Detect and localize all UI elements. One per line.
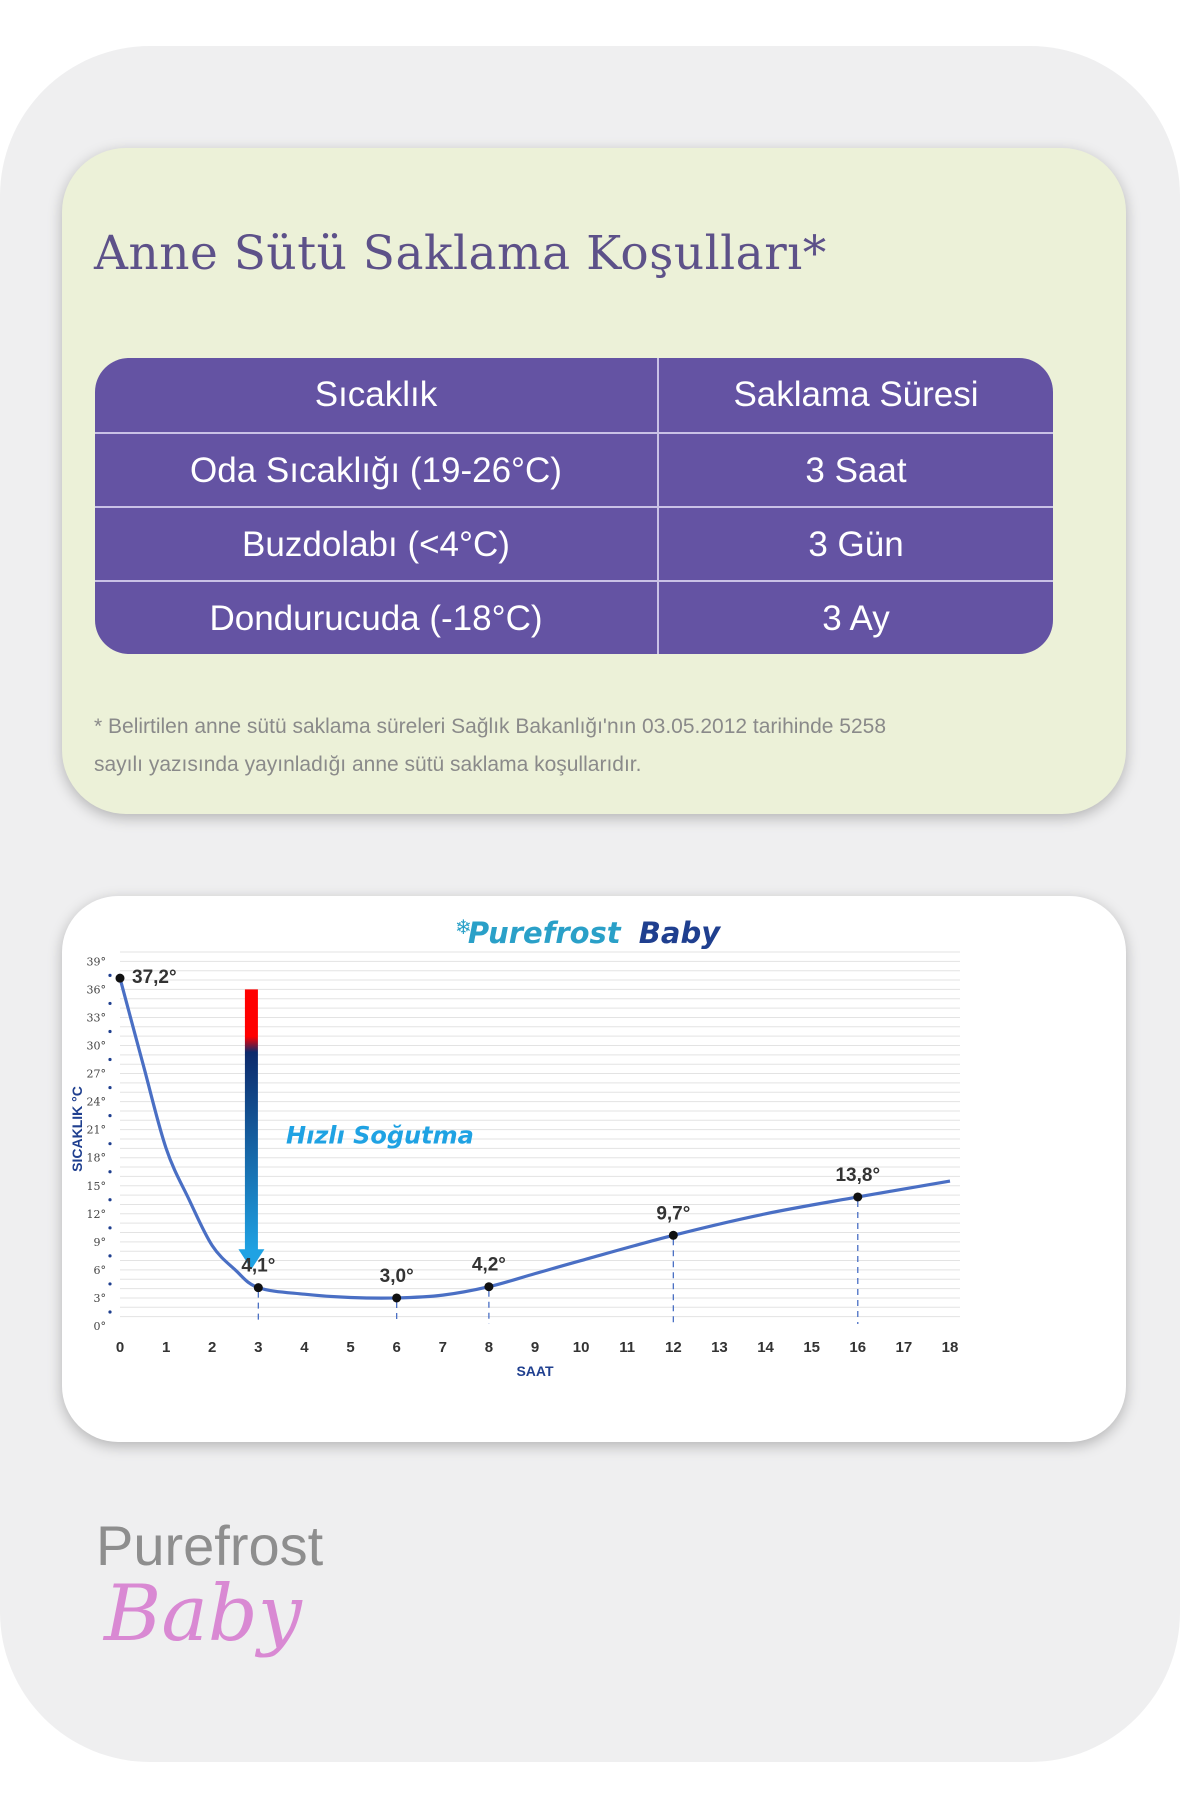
table-header-row: Sıcaklık Saklama Süresi	[95, 358, 1053, 432]
x-tick-label: 17	[896, 1339, 913, 1356]
y-tick-label: 39°	[87, 955, 107, 968]
x-tick-label: 11	[619, 1339, 635, 1356]
data-point	[115, 973, 125, 983]
y-axis-dot	[108, 1170, 112, 1174]
header-duration: Saklama Süresi	[733, 375, 979, 414]
y-axis-dot	[108, 1142, 112, 1146]
header-temperature: Sıcaklık	[314, 375, 438, 414]
labeled-points: 37,2° 4,1° 3,0° 4,2° 9,7° 13,8°	[115, 967, 880, 1303]
cooling-chart-card: 0° 3° 6° 9° 12° 15° 18° 21° 24° 27° 30° 33° 36° 39° 0…	[62, 896, 1126, 1442]
footnote-line-2: sayılı yazısında yayınladığı anne sütü s…	[94, 753, 642, 776]
cooling-arrow	[238, 989, 265, 1270]
y-axis-dot	[108, 973, 112, 977]
y-axis-dot	[108, 1085, 112, 1090]
cooling-chart: 0° 3° 6° 9° 12° 15° 18° 21° 24° 27° 30° 33° 36° 39° 0…	[69, 915, 960, 1379]
data-point	[392, 1293, 402, 1303]
data-point	[668, 1230, 678, 1240]
x-tick-label: 18	[942, 1339, 959, 1356]
y-axis-dot	[108, 1226, 112, 1230]
y-axis-dot	[108, 1254, 112, 1258]
x-tick-label: 6	[392, 1339, 400, 1356]
x-tick-label: 9	[531, 1339, 539, 1356]
y-tick-label: 0°	[94, 1320, 107, 1333]
data-label: 4,1°	[241, 1256, 275, 1277]
x-axis-label: SAAT	[516, 1363, 554, 1379]
row-temperature: Dondurucuda (-18°C)	[209, 599, 543, 638]
y-axis-dot	[108, 1001, 112, 1006]
storage-table: Sıcaklık Saklama Süresi Oda Sıcaklığı (1…	[95, 358, 1053, 654]
x-tick-label: 4	[300, 1339, 309, 1356]
data-label: 13,8°	[835, 1165, 880, 1186]
x-tick-label: 3	[254, 1339, 262, 1356]
y-tick-label: 24°	[87, 1096, 107, 1109]
data-point	[853, 1192, 863, 1202]
cooling-arrow-head	[238, 1249, 265, 1270]
y-tick-label: 6°	[94, 1264, 107, 1277]
storage-title: Anne Sütü Saklama Koşulları*	[94, 226, 827, 281]
y-axis-dot	[108, 1057, 112, 1062]
data-label: 3,0°	[380, 1266, 414, 1287]
logo-wordmark: Purefrost	[96, 1514, 324, 1577]
x-axis-ticks: 0 1 2 3 4 5 6 7 8 9 10 11 12 13 14 15 16 17 18	[116, 1339, 959, 1356]
table-row: Dondurucuda (-18°C) 3 Ay	[95, 580, 1053, 654]
y-tick-label: 12°	[87, 1208, 107, 1221]
y-axis-ticks: 0° 3° 6° 9° 12° 15° 18° 21° 24° 27° 30° 33° 36° 39°	[87, 955, 112, 1333]
y-tick-label: 15°	[87, 1180, 107, 1193]
data-label: 37,2°	[132, 967, 177, 988]
storage-footnote: * Belirtilen anne sütü saklama süreleri …	[94, 708, 1084, 784]
y-tick-label: 21°	[87, 1124, 107, 1137]
y-axis-dot	[108, 1198, 112, 1202]
row-duration: 3 Saat	[805, 451, 907, 490]
table-row: Buzdolabı (<4°C) 3 Gün	[95, 506, 1053, 582]
x-tick-label: 8	[485, 1339, 493, 1356]
y-tick-label: 33°	[87, 1011, 107, 1024]
row-temperature: Oda Sıcaklığı (19-26°C)	[190, 451, 562, 490]
y-axis-dot	[108, 1282, 112, 1286]
x-tick-label: 1	[162, 1339, 170, 1356]
snowflake-icon: ❄	[455, 915, 472, 939]
table-row: Oda Sıcaklığı (19-26°C) 3 Saat	[95, 432, 1053, 508]
chart-title-suffix: Baby	[639, 916, 721, 950]
x-tick-label: 7	[439, 1339, 447, 1356]
y-axis-dot	[108, 1114, 112, 1118]
y-tick-label: 9°	[94, 1236, 107, 1249]
y-axis-dot	[108, 1310, 112, 1314]
y-tick-label: 30°	[87, 1040, 107, 1053]
x-tick-label: 0	[116, 1339, 124, 1356]
rapid-cooling-label: Hızlı Soğutma	[286, 1122, 474, 1150]
y-tick-label: 27°	[87, 1068, 107, 1081]
row-duration: 3 Ay	[822, 599, 890, 638]
y-tick-label: 3°	[94, 1292, 107, 1305]
data-label: 4,2°	[472, 1255, 506, 1276]
footnote-line-1: * Belirtilen anne sütü saklama süreleri …	[94, 715, 887, 738]
y-axis-dot	[108, 1029, 112, 1034]
series-line	[118, 977, 951, 1300]
x-tick-label: 12	[665, 1339, 682, 1356]
data-label: 9,7°	[656, 1203, 690, 1224]
purefrost-baby-logo: Purefrost Baby	[96, 1514, 324, 1659]
x-tick-label: 13	[711, 1339, 728, 1356]
x-tick-label: 16	[849, 1339, 866, 1356]
row-temperature: Buzdolabı (<4°C)	[242, 525, 510, 564]
x-tick-label: 14	[757, 1339, 774, 1356]
x-tick-label: 2	[208, 1339, 216, 1356]
x-tick-label: 5	[346, 1339, 354, 1356]
data-point	[484, 1282, 494, 1292]
logo-script: Baby	[102, 1569, 303, 1659]
chart-title-brand: Purefrost	[468, 916, 622, 950]
y-tick-label: 18°	[87, 1152, 107, 1165]
x-tick-label: 10	[573, 1339, 590, 1356]
data-point	[253, 1283, 263, 1293]
cooling-arrow-shaft	[244, 989, 258, 1252]
drop-lines	[257, 1200, 859, 1324]
chart-title: Purefrost Baby	[468, 916, 721, 950]
x-tick-label: 15	[803, 1339, 820, 1356]
y-axis-label: SICAKLIK °C	[69, 1086, 85, 1172]
row-duration: 3 Gün	[808, 525, 904, 564]
y-tick-label: 36°	[87, 983, 107, 996]
